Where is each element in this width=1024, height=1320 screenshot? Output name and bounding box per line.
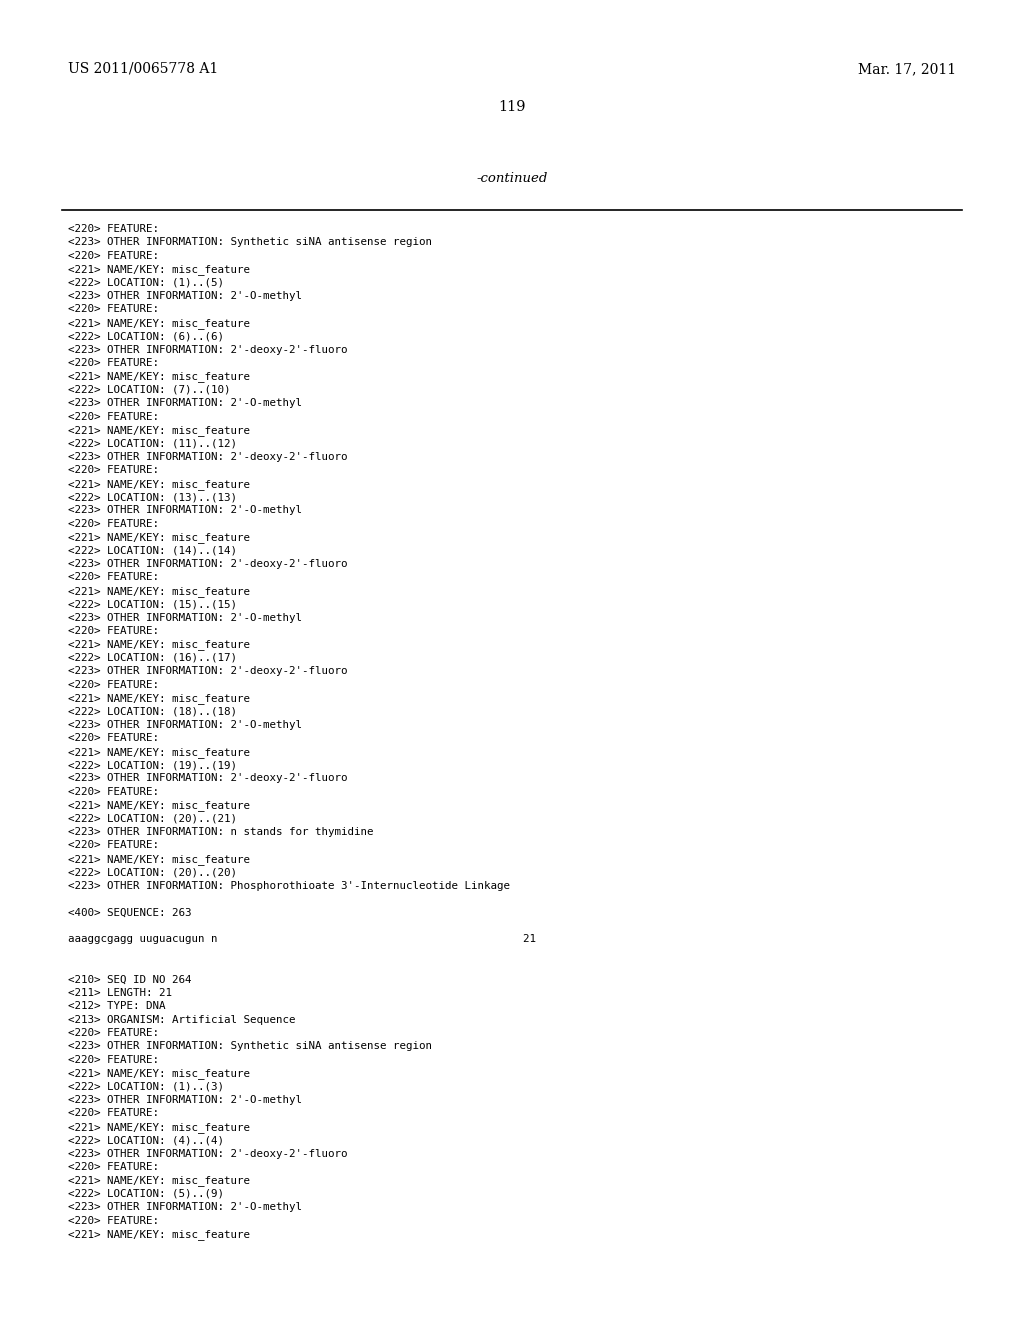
Text: <223> OTHER INFORMATION: 2'-O-methyl: <223> OTHER INFORMATION: 2'-O-methyl: [68, 290, 302, 301]
Text: <220> FEATURE:: <220> FEATURE:: [68, 733, 159, 743]
Text: <222> LOCATION: (18)..(18): <222> LOCATION: (18)..(18): [68, 706, 237, 717]
Text: <221> NAME/KEY: misc_feature: <221> NAME/KEY: misc_feature: [68, 639, 250, 651]
Text: <221> NAME/KEY: misc_feature: <221> NAME/KEY: misc_feature: [68, 1122, 250, 1133]
Text: <220> FEATURE:: <220> FEATURE:: [68, 412, 159, 421]
Text: <221> NAME/KEY: misc_feature: <221> NAME/KEY: misc_feature: [68, 747, 250, 758]
Text: <221> NAME/KEY: misc_feature: <221> NAME/KEY: misc_feature: [68, 800, 250, 810]
Text: <220> FEATURE:: <220> FEATURE:: [68, 787, 159, 797]
Text: <220> FEATURE:: <220> FEATURE:: [68, 1216, 159, 1225]
Text: <223> OTHER INFORMATION: Synthetic siNA antisense region: <223> OTHER INFORMATION: Synthetic siNA …: [68, 238, 432, 247]
Text: <220> FEATURE:: <220> FEATURE:: [68, 358, 159, 368]
Text: <220> FEATURE:: <220> FEATURE:: [68, 251, 159, 261]
Text: <220> FEATURE:: <220> FEATURE:: [68, 1028, 159, 1038]
Text: 119: 119: [499, 100, 525, 114]
Text: <223> OTHER INFORMATION: Phosphorothioate 3'-Internucleotide Linkage: <223> OTHER INFORMATION: Phosphorothioat…: [68, 880, 510, 891]
Text: -continued: -continued: [476, 172, 548, 185]
Text: <222> LOCATION: (4)..(4): <222> LOCATION: (4)..(4): [68, 1135, 224, 1146]
Text: <223> OTHER INFORMATION: 2'-O-methyl: <223> OTHER INFORMATION: 2'-O-methyl: [68, 1203, 302, 1212]
Text: US 2011/0065778 A1: US 2011/0065778 A1: [68, 62, 218, 77]
Text: <223> OTHER INFORMATION: 2'-O-methyl: <223> OTHER INFORMATION: 2'-O-methyl: [68, 612, 302, 623]
Text: <212> TYPE: DNA: <212> TYPE: DNA: [68, 1001, 166, 1011]
Text: <220> FEATURE:: <220> FEATURE:: [68, 841, 159, 850]
Text: <222> LOCATION: (5)..(9): <222> LOCATION: (5)..(9): [68, 1189, 224, 1199]
Text: <220> FEATURE:: <220> FEATURE:: [68, 519, 159, 529]
Text: <221> NAME/KEY: misc_feature: <221> NAME/KEY: misc_feature: [68, 479, 250, 490]
Text: <223> OTHER INFORMATION: 2'-deoxy-2'-fluoro: <223> OTHER INFORMATION: 2'-deoxy-2'-flu…: [68, 345, 347, 355]
Text: <222> LOCATION: (20)..(20): <222> LOCATION: (20)..(20): [68, 867, 237, 878]
Text: Mar. 17, 2011: Mar. 17, 2011: [858, 62, 956, 77]
Text: <221> NAME/KEY: misc_feature: <221> NAME/KEY: misc_feature: [68, 425, 250, 436]
Text: <221> NAME/KEY: misc_feature: <221> NAME/KEY: misc_feature: [68, 371, 250, 383]
Text: <220> FEATURE:: <220> FEATURE:: [68, 680, 159, 689]
Text: <221> NAME/KEY: misc_feature: <221> NAME/KEY: misc_feature: [68, 532, 250, 543]
Text: <220> FEATURE:: <220> FEATURE:: [68, 1162, 159, 1172]
Text: <223> OTHER INFORMATION: 2'-deoxy-2'-fluoro: <223> OTHER INFORMATION: 2'-deoxy-2'-flu…: [68, 667, 347, 676]
Text: <220> FEATURE:: <220> FEATURE:: [68, 1109, 159, 1118]
Text: <223> OTHER INFORMATION: 2'-deoxy-2'-fluoro: <223> OTHER INFORMATION: 2'-deoxy-2'-flu…: [68, 558, 347, 569]
Text: <222> LOCATION: (14)..(14): <222> LOCATION: (14)..(14): [68, 545, 237, 556]
Text: <222> LOCATION: (7)..(10): <222> LOCATION: (7)..(10): [68, 385, 230, 395]
Text: <221> NAME/KEY: misc_feature: <221> NAME/KEY: misc_feature: [68, 854, 250, 865]
Text: <210> SEQ ID NO 264: <210> SEQ ID NO 264: [68, 974, 191, 985]
Text: <223> OTHER INFORMATION: 2'-deoxy-2'-fluoro: <223> OTHER INFORMATION: 2'-deoxy-2'-flu…: [68, 1148, 347, 1159]
Text: <222> LOCATION: (1)..(5): <222> LOCATION: (1)..(5): [68, 277, 224, 288]
Text: <220> FEATURE:: <220> FEATURE:: [68, 305, 159, 314]
Text: <221> NAME/KEY: misc_feature: <221> NAME/KEY: misc_feature: [68, 1068, 250, 1080]
Text: <222> LOCATION: (19)..(19): <222> LOCATION: (19)..(19): [68, 760, 237, 770]
Text: <222> LOCATION: (11)..(12): <222> LOCATION: (11)..(12): [68, 438, 237, 449]
Text: <400> SEQUENCE: 263: <400> SEQUENCE: 263: [68, 907, 191, 917]
Text: aaaggcgagg uuguacugun n                                               21: aaaggcgagg uuguacugun n 21: [68, 935, 536, 944]
Text: <223> OTHER INFORMATION: 2'-O-methyl: <223> OTHER INFORMATION: 2'-O-methyl: [68, 399, 302, 408]
Text: <221> NAME/KEY: misc_feature: <221> NAME/KEY: misc_feature: [68, 1229, 250, 1239]
Text: <213> ORGANISM: Artificial Sequence: <213> ORGANISM: Artificial Sequence: [68, 1015, 296, 1024]
Text: <222> LOCATION: (20)..(21): <222> LOCATION: (20)..(21): [68, 813, 237, 824]
Text: <221> NAME/KEY: misc_feature: <221> NAME/KEY: misc_feature: [68, 264, 250, 275]
Text: <220> FEATURE:: <220> FEATURE:: [68, 626, 159, 636]
Text: <220> FEATURE:: <220> FEATURE:: [68, 573, 159, 582]
Text: <221> NAME/KEY: misc_feature: <221> NAME/KEY: misc_feature: [68, 1175, 250, 1187]
Text: <221> NAME/KEY: misc_feature: <221> NAME/KEY: misc_feature: [68, 586, 250, 597]
Text: <222> LOCATION: (15)..(15): <222> LOCATION: (15)..(15): [68, 599, 237, 610]
Text: <222> LOCATION: (1)..(3): <222> LOCATION: (1)..(3): [68, 1081, 224, 1092]
Text: <223> OTHER INFORMATION: n stands for thymidine: <223> OTHER INFORMATION: n stands for th…: [68, 828, 374, 837]
Text: <223> OTHER INFORMATION: Synthetic siNA antisense region: <223> OTHER INFORMATION: Synthetic siNA …: [68, 1041, 432, 1052]
Text: <211> LENGTH: 21: <211> LENGTH: 21: [68, 987, 172, 998]
Text: <223> OTHER INFORMATION: 2'-deoxy-2'-fluoro: <223> OTHER INFORMATION: 2'-deoxy-2'-flu…: [68, 774, 347, 783]
Text: <220> FEATURE:: <220> FEATURE:: [68, 465, 159, 475]
Text: <220> FEATURE:: <220> FEATURE:: [68, 224, 159, 234]
Text: <223> OTHER INFORMATION: 2'-deoxy-2'-fluoro: <223> OTHER INFORMATION: 2'-deoxy-2'-flu…: [68, 451, 347, 462]
Text: <222> LOCATION: (6)..(6): <222> LOCATION: (6)..(6): [68, 331, 224, 341]
Text: <220> FEATURE:: <220> FEATURE:: [68, 1055, 159, 1065]
Text: <223> OTHER INFORMATION: 2'-O-methyl: <223> OTHER INFORMATION: 2'-O-methyl: [68, 506, 302, 515]
Text: <221> NAME/KEY: misc_feature: <221> NAME/KEY: misc_feature: [68, 318, 250, 329]
Text: <223> OTHER INFORMATION: 2'-O-methyl: <223> OTHER INFORMATION: 2'-O-methyl: [68, 1096, 302, 1105]
Text: <223> OTHER INFORMATION: 2'-O-methyl: <223> OTHER INFORMATION: 2'-O-methyl: [68, 719, 302, 730]
Text: <221> NAME/KEY: misc_feature: <221> NAME/KEY: misc_feature: [68, 693, 250, 704]
Text: <222> LOCATION: (13)..(13): <222> LOCATION: (13)..(13): [68, 492, 237, 502]
Text: <222> LOCATION: (16)..(17): <222> LOCATION: (16)..(17): [68, 653, 237, 663]
